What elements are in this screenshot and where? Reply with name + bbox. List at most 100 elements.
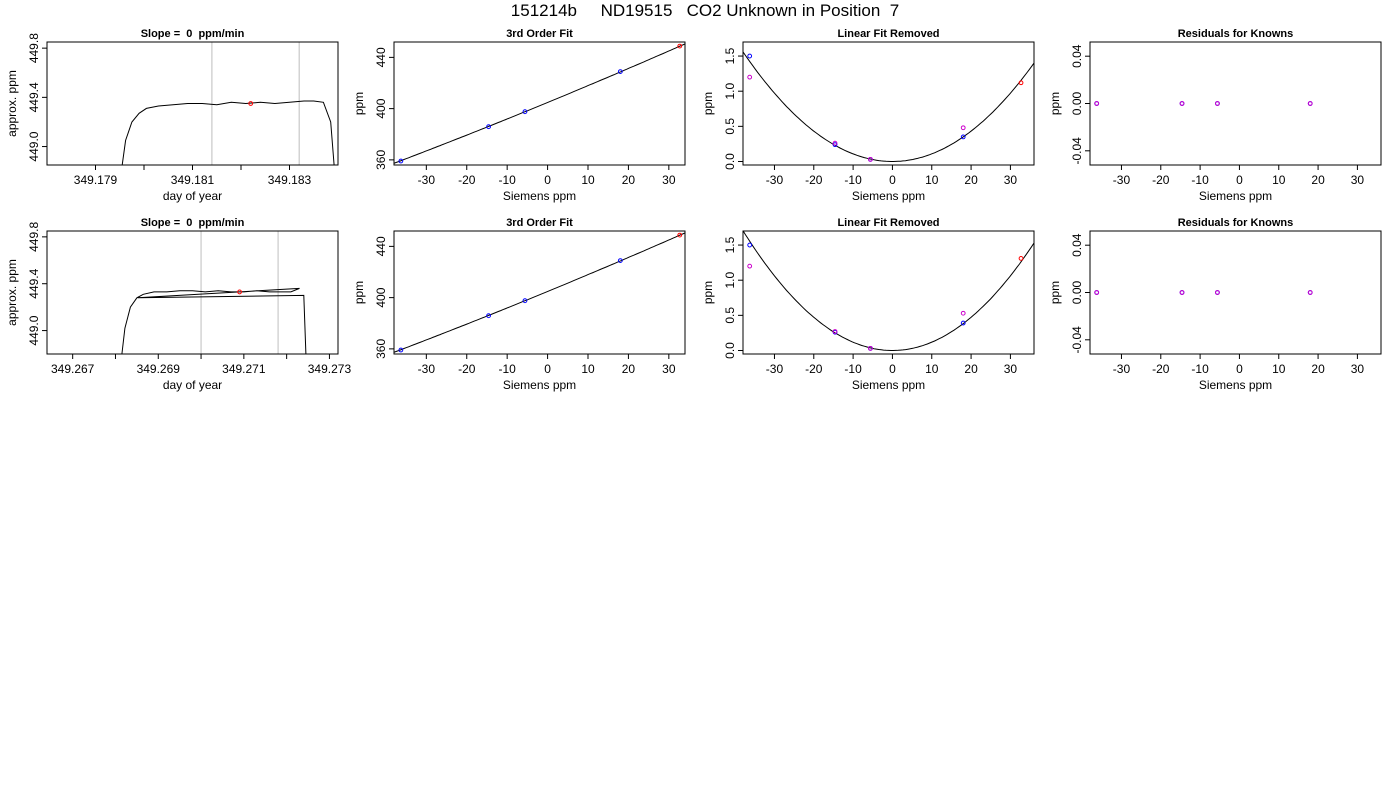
x-tick-label: 349.181 — [171, 173, 215, 187]
x-tick-label: -20 — [1152, 362, 1170, 376]
y-tick-label: 0.0 — [723, 153, 737, 170]
known-point — [747, 53, 753, 59]
known-point — [522, 298, 528, 304]
residual-point — [1307, 290, 1313, 295]
y-tick-label: -0.04 — [1070, 326, 1084, 354]
unknown-point — [677, 232, 683, 238]
y-axis-label: ppm — [1048, 92, 1062, 115]
known-point — [747, 242, 753, 248]
y-tick-label: 449.8 — [27, 222, 41, 252]
y-tick-label: 0.0 — [723, 342, 737, 359]
residual-point — [747, 263, 753, 269]
y-axis-label: ppm — [352, 92, 366, 115]
x-tick-label: 20 — [964, 362, 978, 376]
x-tick-label: 20 — [964, 173, 978, 187]
x-tick-label: 20 — [622, 362, 636, 376]
plot-area — [121, 231, 307, 354]
x-tick-label: 0 — [544, 173, 551, 187]
known-point — [486, 313, 491, 319]
x-tick-label: -20 — [1152, 173, 1170, 187]
residual-point — [1215, 101, 1220, 106]
plot-frame — [46, 230, 339, 355]
residual-point — [747, 74, 753, 80]
x-tick-label: 349.271 — [222, 362, 266, 376]
x-tick-label: 10 — [581, 173, 595, 187]
known-point — [617, 69, 623, 74]
x-tick-label: 30 — [1004, 173, 1018, 187]
x-axis-label: Siemens ppm — [1199, 189, 1272, 203]
x-tick-label: 0 — [889, 173, 896, 187]
plot-area — [743, 51, 1034, 162]
residual-point — [868, 345, 873, 351]
unknown-point — [248, 101, 254, 106]
known-point — [398, 158, 404, 164]
x-tick-label: 30 — [662, 173, 676, 187]
x-axis-label: Siemens ppm — [852, 189, 925, 203]
fit-line — [743, 51, 1034, 162]
residual-point — [832, 329, 838, 334]
y-tick-label: 1.5 — [723, 47, 737, 64]
residual-point — [832, 140, 838, 146]
plot-frame — [1089, 230, 1382, 355]
y-tick-label: 449.4 — [27, 268, 41, 298]
x-tick-label: 0 — [1236, 362, 1243, 376]
x-axis-label: Siemens ppm — [1199, 378, 1272, 392]
y-tick-label: 449.4 — [27, 82, 41, 112]
chart-title: Linear Fit Removed — [837, 28, 939, 40]
x-tick-label: -10 — [1191, 362, 1209, 376]
y-tick-label: 400 — [374, 98, 388, 118]
x-tick-label: 30 — [1351, 362, 1365, 376]
chart-title: Residuals for Knowns — [1178, 217, 1294, 229]
y-tick-label: 449.8 — [27, 33, 41, 63]
y-axis-label: approx. ppm — [5, 259, 19, 326]
chart-panel-8: Residuals for Knowns Siemens ppm ppm -30 -20… — [1048, 217, 1382, 392]
chart-panel-2: 3rd Order Fit Siemens ppm ppm -30 -20 -10 0 10 2… — [352, 28, 686, 203]
chart-panel-7: Linear Fit Removed Siemens ppm ppm -30 -20 -1… — [701, 217, 1035, 392]
plot-frame — [742, 41, 1035, 166]
y-tick-label: 449.0 — [27, 315, 41, 345]
x-tick-label: 0 — [544, 362, 551, 376]
y-tick-label: 0.04 — [1070, 233, 1084, 257]
known-point — [960, 134, 966, 140]
x-tick-label: 10 — [925, 173, 939, 187]
x-tick-label: 349.269 — [137, 362, 181, 376]
unknown-point — [1018, 80, 1024, 86]
unknown-point — [1018, 256, 1024, 261]
x-tick-label: 10 — [1272, 173, 1286, 187]
y-tick-label: 400 — [374, 287, 388, 307]
x-tick-label: 349.183 — [268, 173, 312, 187]
chart-title: 3rd Order Fit — [506, 217, 573, 229]
y-tick-label: 360 — [374, 339, 388, 359]
chart-title: Residuals for Knowns — [1178, 28, 1294, 40]
chart-panel-5: Slope = 0 ppm/min day of year approx. ppm 3… — [5, 217, 351, 392]
x-tick-label: -10 — [498, 362, 516, 376]
known-point — [617, 258, 623, 263]
y-tick-label: 0.5 — [723, 118, 737, 135]
x-tick-label: -20 — [458, 362, 476, 376]
y-axis-label: ppm — [701, 281, 715, 304]
x-tick-label: -20 — [458, 173, 476, 187]
x-tick-label: 10 — [581, 362, 595, 376]
plot-frame — [393, 41, 686, 166]
x-axis-label: Siemens ppm — [503, 189, 576, 203]
x-tick-label: 10 — [925, 362, 939, 376]
chart-title: Slope = 0 ppm/min — [141, 217, 245, 229]
known-point — [486, 124, 491, 130]
series-line — [121, 100, 335, 165]
x-tick-label: -10 — [498, 173, 516, 187]
x-tick-label: -30 — [766, 362, 784, 376]
chart-title: 3rd Order Fit — [506, 28, 573, 40]
y-tick-label: 1.0 — [723, 83, 737, 100]
x-tick-label: 349.179 — [74, 173, 118, 187]
fit-line — [394, 232, 685, 353]
x-tick-label: 20 — [1311, 362, 1325, 376]
y-axis-label: approx. ppm — [5, 70, 19, 137]
plot-area — [394, 43, 685, 164]
fit-line — [743, 231, 1034, 351]
plot-area — [121, 42, 335, 165]
y-axis-label: ppm — [352, 281, 366, 304]
residual-point — [868, 156, 873, 162]
y-tick-label: 440 — [374, 47, 388, 67]
chart-panel-1: Slope = 0 ppm/min day of year approx. ppm 3… — [5, 28, 339, 203]
chart-panel-6: 3rd Order Fit Siemens ppm ppm -30 -20 -10 0 10 2… — [352, 217, 686, 392]
